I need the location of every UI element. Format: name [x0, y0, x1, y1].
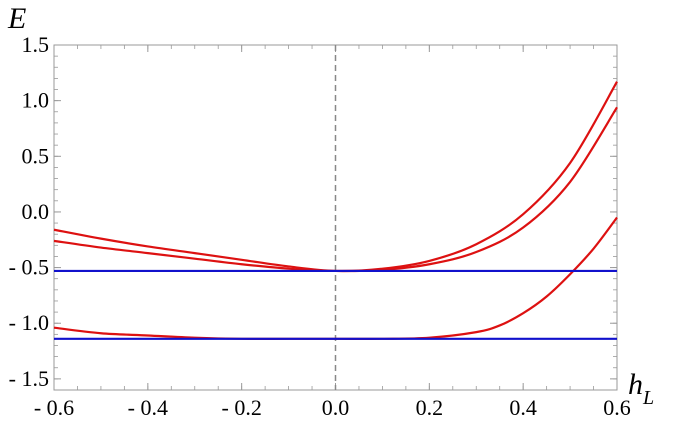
y-tick-label: - 1.5: [9, 366, 49, 391]
x-tick-label: 0.4: [509, 395, 537, 420]
x-tick-label: 0.2: [416, 395, 444, 420]
y-tick-label: 1.5: [22, 32, 50, 57]
y-tick-label: 0.0: [22, 199, 50, 224]
x-tick-label: 0.6: [603, 395, 631, 420]
x-axis-title-sub: L: [642, 387, 654, 409]
x-tick-label: - 0.6: [34, 395, 74, 420]
y-tick-label: 1.0: [22, 88, 50, 113]
x-axis-title: hL: [628, 368, 654, 409]
x-tick-label: - 0.4: [128, 395, 168, 420]
y-axis-title: E: [7, 2, 26, 35]
y-tick-label: 0.5: [22, 143, 50, 168]
x-tick-label: - 0.2: [222, 395, 262, 420]
y-tick-label: - 1.0: [9, 310, 49, 335]
y-tick-label: - 0.5: [9, 255, 49, 280]
plot-layer: - 0.6 - 0.4 - 0.2 0.0 0.2 0.4 0.6 1.5 1.0 0.5 0.0 -…: [9, 32, 631, 420]
x-axis-title-main: h: [628, 368, 643, 401]
x-tick-label: 0.0: [322, 395, 350, 420]
